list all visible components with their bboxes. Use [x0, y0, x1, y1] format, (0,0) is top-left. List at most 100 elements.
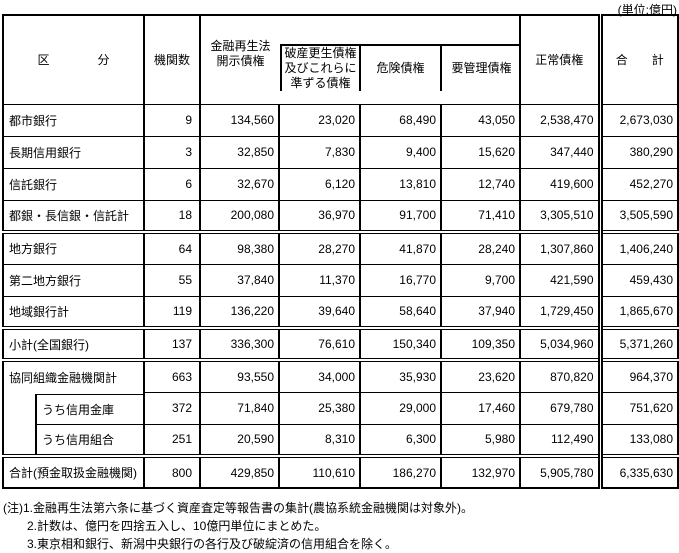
cell-fsa-disclosed: 71,840 [199, 391, 279, 424]
cell-bankruptcy: 8,310 [278, 423, 360, 456]
cell-bankruptcy: 110,610 [278, 454, 360, 488]
row-label-shinkin: うち信用金庫 [42, 403, 115, 417]
table-row-cooperative-institutions: 協同組織金融機関計 うち信用金庫 うち信用組合 663 93,550 34,00… [2, 358, 678, 456]
cell-normal: 112,490 [519, 423, 600, 456]
cell-special-attention: 132,970 [440, 454, 520, 488]
cell-fsa-disclosed: 200,080 [199, 199, 279, 232]
footnotes: (注)1.金融再生法第六条に基づく資産査定等報告書の集計(農協系統金融機関は対象… [0, 499, 679, 553]
cell-fsa-disclosed: 134,560 [199, 103, 279, 136]
cell-institutions: 663 [143, 358, 200, 392]
cell-bankruptcy: 76,610 [278, 326, 360, 360]
cell-special-attention: 43,050 [440, 103, 520, 136]
cell-special-attention: 109,350 [440, 326, 520, 360]
table-row-major-banks-subtotal: 都銀・長信銀・信託計 18 200,080 36,970 91,700 71,4… [2, 199, 678, 232]
cell-special-attention: 12,740 [440, 167, 520, 200]
cell-normal: 421,590 [519, 263, 600, 296]
table-row-regional-banks: 地方銀行 64 98,380 28,270 41,870 28,240 1,30… [2, 230, 678, 264]
table-row-long-term-credit-banks: 長期信用銀行 3 32,850 7,830 9,400 15,620 347,4… [2, 135, 678, 168]
cell-fsa-disclosed: 429,850 [199, 454, 279, 488]
cell-normal: 679,780 [519, 391, 600, 424]
cell-fsa-disclosed: 32,850 [199, 135, 279, 168]
row-label: 信託銀行 [2, 167, 144, 200]
cell-doubtful: 16,770 [359, 263, 441, 296]
cell-special-attention: 5,980 [440, 423, 520, 456]
cell-total: 3,505,590 [597, 199, 678, 232]
footnote-3: 3.東京相和銀行、新潟中央銀行の各行及び破綻済の信用組合を除く。 [27, 537, 398, 551]
cell-fsa-disclosed: 98,380 [199, 230, 279, 264]
row-label: 協同組織金融機関計 [9, 371, 118, 385]
cell-doubtful: 58,640 [359, 295, 441, 328]
cell-institutions: 6 [143, 167, 200, 200]
cell-doubtful: 91,700 [359, 199, 441, 232]
cell-fsa-disclosed: 20,590 [199, 423, 279, 456]
cell-total: 5,371,260 [597, 326, 678, 360]
cell-institutions: 18 [143, 199, 200, 232]
npl-disclosure-table: 区 分 機関数 金融再生法開示債権 破産更生債権及びこれらに準ずる債権 危険債権… [2, 14, 679, 489]
cell-institutions: 137 [143, 326, 200, 360]
cell-fsa-disclosed: 93,550 [199, 358, 279, 392]
col-header-category: 区 分 [2, 15, 144, 105]
fsa-header-wrap: 金融再生法開示債権 破産更生債権及びこれらに準ずる債権 危険債権 要管理債権 [202, 16, 520, 91]
cell-normal: 1,307,860 [519, 230, 600, 264]
col-header-special-attention-claims: 要管理債権 [442, 44, 520, 91]
cell-institutions: 3 [143, 135, 200, 168]
col-header-total: 合 計 [597, 15, 678, 105]
row-label: 長期信用銀行 [2, 135, 144, 168]
cell-fsa-disclosed: 37,840 [199, 263, 279, 296]
cell-fsa-disclosed: 136,220 [199, 295, 279, 328]
cell-bankruptcy: 6,120 [278, 167, 360, 200]
table-row-shinkin-banks: 372 71,840 25,380 29,000 17,460 679,780 … [3, 391, 678, 424]
cell-institutions: 64 [143, 230, 200, 264]
col-header-fsa-group: 金融再生法開示債権 破産更生債権及びこれらに準ずる債権 危険債権 要管理債権 [199, 15, 520, 105]
cell-institutions: 800 [143, 454, 200, 488]
cell-total: 6,335,630 [597, 454, 678, 488]
cell-bankruptcy: 11,370 [278, 263, 360, 296]
cell-doubtful: 29,000 [359, 391, 441, 424]
cell-institutions: 251 [143, 423, 200, 456]
cell-special-attention: 9,700 [440, 263, 520, 296]
cell-fsa-disclosed: 336,300 [199, 326, 279, 360]
cell-special-attention: 71,410 [440, 199, 520, 232]
header-row: 区 分 機関数 金融再生法開示債権 破産更生債権及びこれらに準ずる債権 危険債権… [2, 15, 678, 105]
row-label-credit-coop: うち信用組合 [37, 424, 143, 454]
table-row-all-banks-subtotal: 小計(全国銀行) 137 336,300 76,610 150,340 109,… [2, 326, 678, 360]
table-row-regional-banks-subtotal: 地域銀行計 119 136,220 39,640 58,640 37,940 1… [2, 295, 678, 328]
cell-institutions: 55 [143, 263, 200, 296]
cell-doubtful: 186,270 [359, 454, 441, 488]
cell-bankruptcy: 28,270 [278, 230, 360, 264]
cell-total: 1,406,240 [597, 230, 678, 264]
cell-institutions: 119 [143, 295, 200, 328]
cell-doubtful: 13,810 [359, 167, 441, 200]
footnote-2: 2.計数は、億円を四捨五入し、10億円単位にまとめた。 [27, 519, 327, 533]
cell-special-attention: 15,620 [440, 135, 520, 168]
cell-special-attention: 28,240 [440, 230, 520, 264]
table-row-grand-total: 合計(預金取扱金融機関) 800 429,850 110,610 186,270… [2, 454, 678, 488]
cell-normal: 5,034,960 [519, 326, 600, 360]
table-row-city-banks: 都市銀行 9 134,560 23,020 68,490 43,050 2,53… [2, 103, 678, 136]
col-header-normal-claims: 正常債権 [519, 15, 600, 105]
row-label: 第二地方銀行 [2, 263, 144, 296]
cell-normal: 870,820 [519, 358, 600, 392]
col-header-doubtful-claims: 危険債権 [361, 44, 442, 91]
cell-doubtful: 6,300 [359, 423, 441, 456]
cell-normal: 3,305,510 [519, 199, 600, 232]
cell-normal: 2,538,470 [519, 103, 600, 136]
cell-institutions: 9 [143, 103, 200, 136]
cell-total: 1,865,670 [597, 295, 678, 328]
footnote-1: (注)1.金融再生法第六条に基づく資産査定等報告書の集計(農協系統金融機関は対象… [3, 501, 473, 515]
cell-total: 380,290 [597, 135, 678, 168]
cell-bankruptcy: 7,830 [278, 135, 360, 168]
cell-special-attention: 17,460 [440, 391, 520, 424]
row-label: 小計(全国銀行) [2, 326, 144, 360]
cell-total: 964,370 [597, 358, 678, 392]
cell-normal: 1,729,450 [519, 295, 600, 328]
table-row-second-regional-banks: 第二地方銀行 55 37,840 11,370 16,770 9,700 421… [2, 263, 678, 296]
col-header-institutions: 機関数 [143, 15, 200, 105]
category-group-cell: 協同組織金融機関計 うち信用金庫 うち信用組合 [2, 358, 144, 456]
cell-doubtful: 68,490 [359, 103, 441, 136]
cell-bankruptcy: 23,020 [278, 103, 360, 136]
cell-bankruptcy: 39,640 [278, 295, 360, 328]
cell-total: 751,620 [597, 391, 678, 424]
cell-bankruptcy: 25,380 [278, 391, 360, 424]
